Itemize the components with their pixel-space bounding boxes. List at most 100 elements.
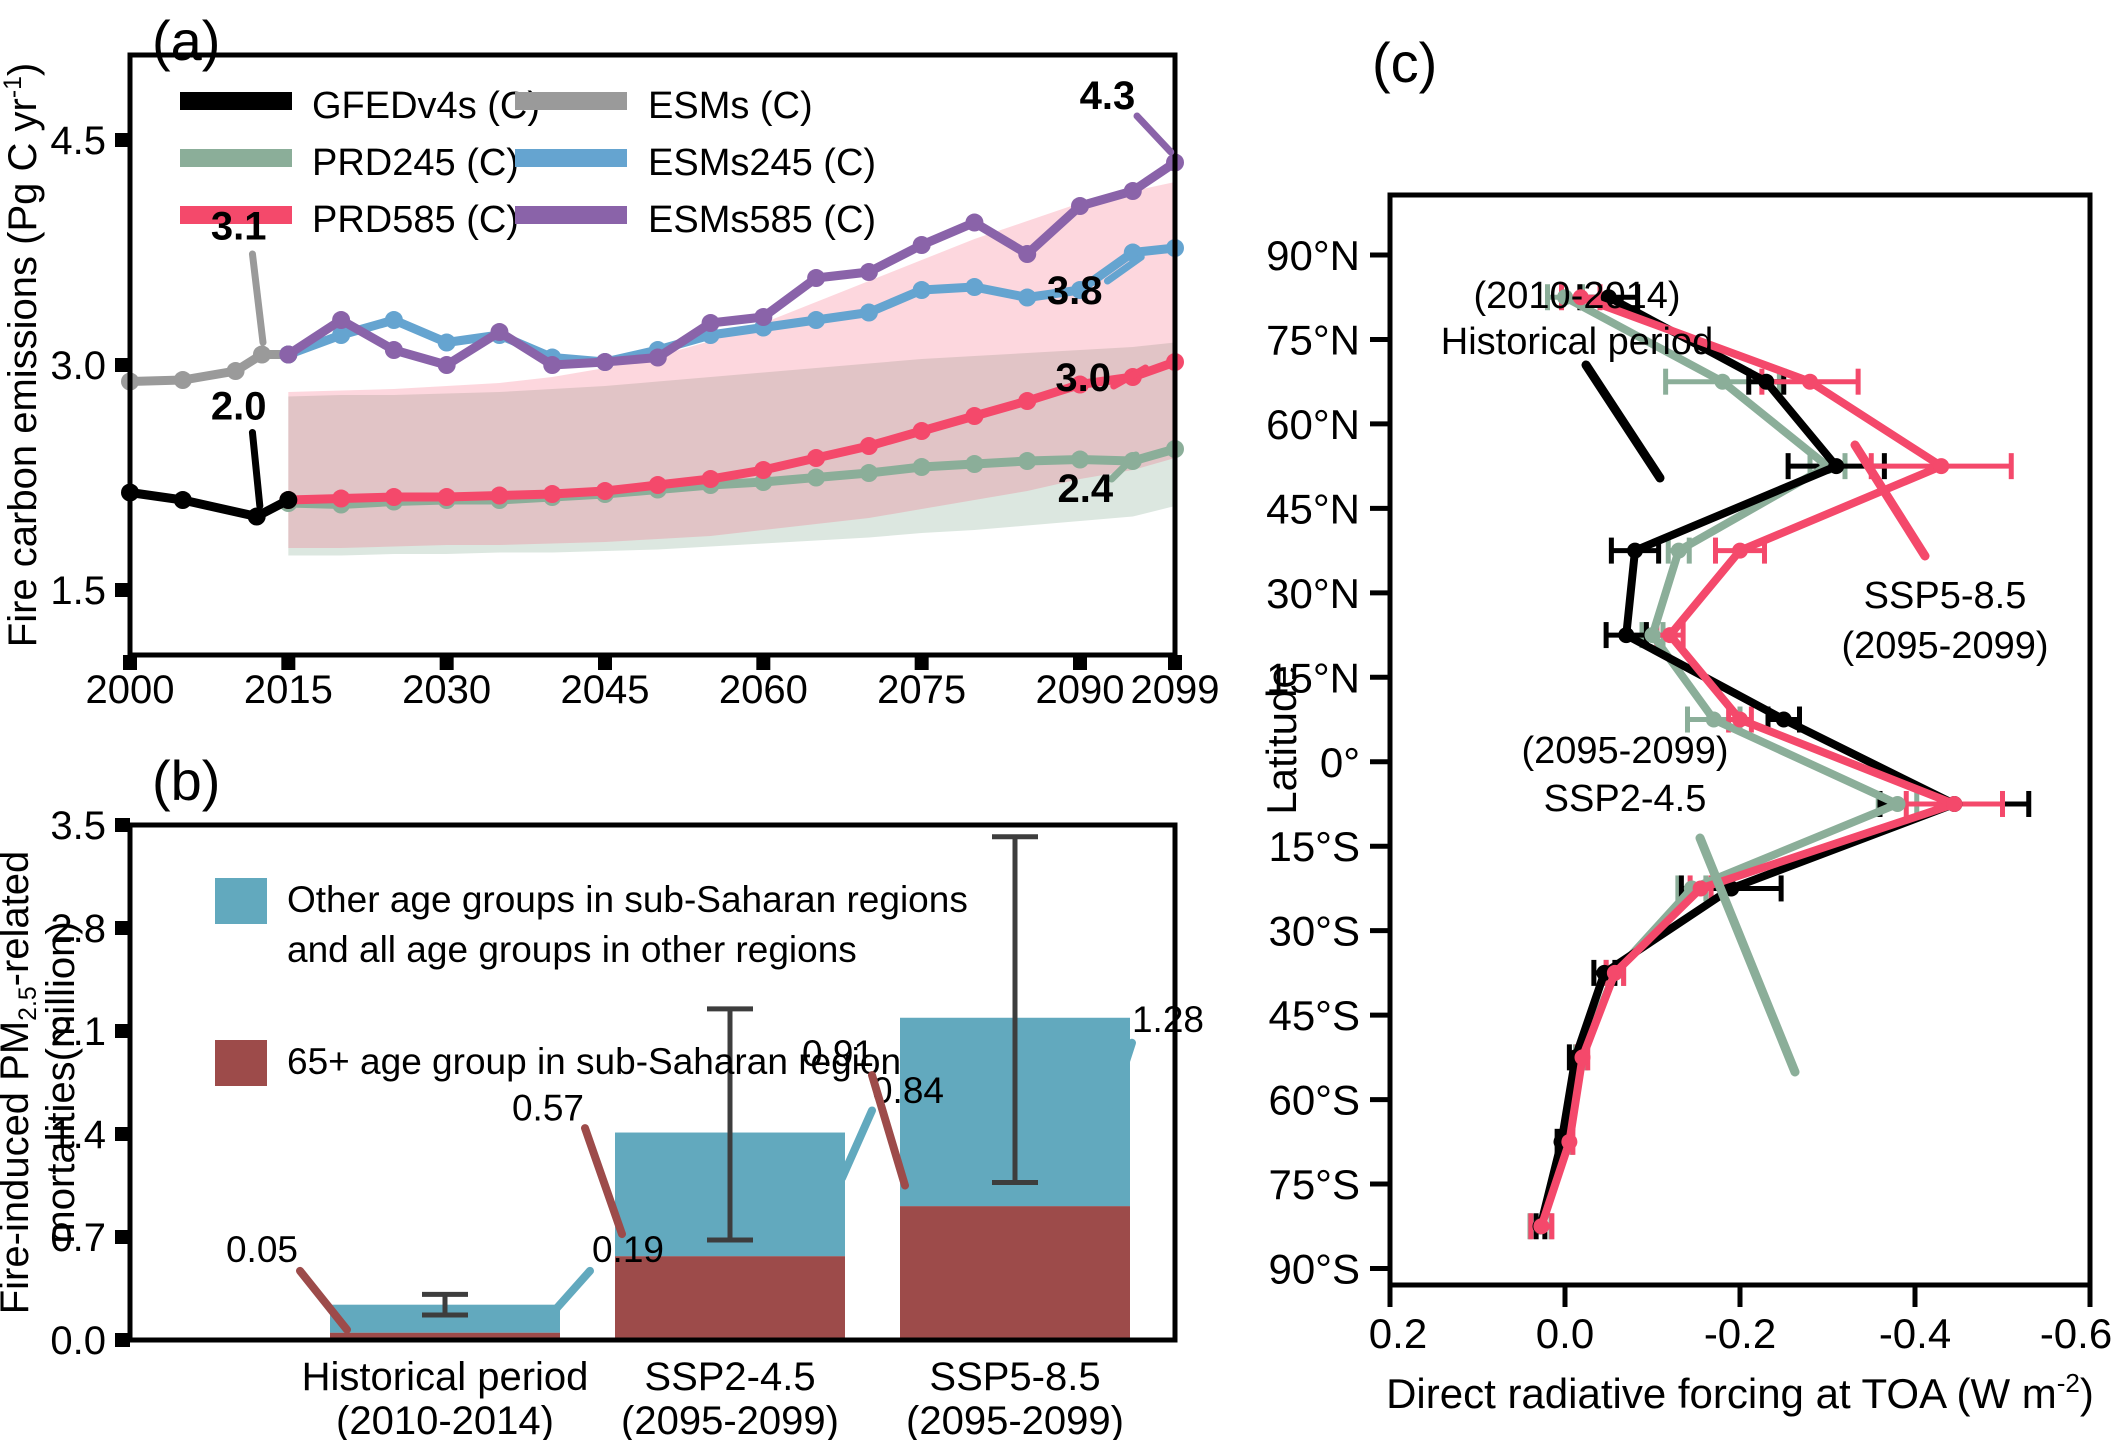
y-tick-label: 45°S [1268, 992, 1360, 1039]
data-point-marker [1828, 458, 1845, 475]
legend-label: ESMs245 (C) [648, 142, 876, 184]
y-tick-mark [115, 133, 130, 148]
superscript: -2 [2057, 1368, 2080, 1398]
data-point-marker [279, 491, 298, 510]
annotation-label: (2010-2014) [1473, 275, 1680, 317]
y-tick-label: 4.5 [50, 119, 106, 163]
data-point-marker [1723, 880, 1740, 897]
y-tick-label: 75°S [1268, 1161, 1360, 1208]
data-point-marker [912, 422, 931, 441]
y-tick-label: 2.1 [50, 1010, 106, 1054]
data-point-marker [1670, 542, 1687, 559]
y-tick-mark [115, 1230, 130, 1244]
x-tick-label: -0.2 [1704, 1310, 1776, 1357]
data-point-marker [173, 371, 192, 390]
annotation-value: 0.05 [226, 1229, 298, 1270]
data-point-marker [437, 356, 456, 375]
data-point-marker [1600, 289, 1617, 306]
y-tick-mark [115, 921, 130, 935]
x-tick-label: 2015 [244, 668, 333, 712]
data-point-marker [807, 311, 826, 330]
annotation-leader [1133, 112, 1175, 156]
data-point-marker [173, 491, 192, 510]
legend-label-65plus: 65+ age group in sub-Saharan region [287, 1041, 901, 1082]
data-point-marker [1071, 281, 1089, 300]
data-point-marker [543, 356, 562, 375]
annotation-leader [548, 1266, 594, 1318]
data-point-marker [252, 345, 271, 364]
annotation-leader [1695, 833, 1800, 1077]
data-point-marker [247, 507, 266, 526]
annotation-label: SSP2-4.5 [1544, 778, 1707, 820]
panel-a-emissions-chart: 2000 2015 2030 2045 2060 2075 2090 2099 1.5 3.0 4.… [0, 52, 1220, 712]
y-tick-label: 30°S [1268, 908, 1360, 955]
annotation-value: 3.1 [211, 205, 267, 249]
annotation-label: (2095-2099) [1521, 730, 1728, 772]
legend-swatch-65plus [215, 1040, 267, 1086]
y-tick-label: 90°S [1268, 1246, 1360, 1293]
series-markers [1533, 289, 1963, 1235]
annotation-leader [248, 429, 264, 510]
annotation-value: 3.0 [1055, 356, 1111, 400]
category-label-line2: (2095-2099) [621, 1399, 839, 1440]
legend-swatch [515, 92, 627, 110]
legend-label: PRD245 (C) [312, 142, 519, 184]
annotation-leader [868, 1071, 909, 1190]
data-point-marker [332, 326, 351, 345]
series-markers [279, 153, 1184, 375]
annotation-label: Historical period [1441, 321, 1713, 363]
annotation-leader [1103, 253, 1145, 285]
data-point-marker [490, 323, 509, 342]
data-point-marker [648, 476, 667, 495]
legend-label: ESMs585 (C) [648, 199, 876, 241]
annotation-value: 0.57 [512, 1088, 584, 1129]
annotation-leader [838, 1106, 876, 1183]
data-point-marker [1627, 542, 1643, 559]
y-tick-mark [115, 358, 130, 373]
annotation-label: (2095-2099) [1841, 625, 2048, 667]
data-point-marker [859, 464, 878, 483]
data-point-marker [1123, 182, 1142, 201]
x-tick-label: -0.6 [2040, 1310, 2112, 1357]
annotation-value: 3.8 [1047, 269, 1103, 313]
annotation-value: 2.4 [1057, 467, 1113, 511]
data-point-marker [332, 489, 351, 508]
y-tick-label: 0.7 [50, 1216, 106, 1260]
data-point-marker [1018, 288, 1037, 307]
x-tick-mark [439, 655, 454, 670]
data-point-marker [1705, 711, 1722, 728]
y-tick-mark [115, 1333, 130, 1347]
x-tick-label: 2090 [1036, 668, 1125, 712]
text-run: Fire-induced PM [0, 1021, 37, 1314]
legend-label: GFEDv4s (C) [312, 85, 540, 127]
x-tick-label: 2099 [1131, 668, 1220, 712]
annotation-leader [1110, 364, 1149, 390]
superscript: -1 [0, 76, 27, 98]
data-point-marker [807, 468, 826, 487]
x-tick-mark [1073, 655, 1087, 670]
x-tick-label: 0.2 [1369, 1310, 1427, 1357]
x-tick-label: 2060 [719, 668, 808, 712]
legend-swatch [180, 92, 292, 110]
x-tick-mark [914, 655, 929, 670]
data-point-marker [1071, 375, 1089, 394]
series-line [1537, 293, 1959, 1231]
data-point-marker [1692, 880, 1709, 897]
data-point-marker [1018, 452, 1037, 471]
data-point-marker [384, 488, 403, 507]
x-tick-mark [281, 655, 296, 670]
data-point-marker [1533, 1218, 1550, 1235]
data-point-marker [1732, 542, 1748, 559]
data-point-marker [490, 486, 509, 505]
series-line [283, 158, 1180, 370]
x-tick-label: 2030 [402, 668, 491, 712]
annotation-leader [1581, 360, 1665, 483]
data-point-marker [332, 311, 351, 330]
data-point-marker [807, 269, 826, 288]
data-point-marker [437, 333, 456, 352]
annotation-leader [1108, 451, 1140, 483]
y-tick-label: 45°N [1266, 485, 1360, 532]
data-point-marker [754, 308, 773, 327]
